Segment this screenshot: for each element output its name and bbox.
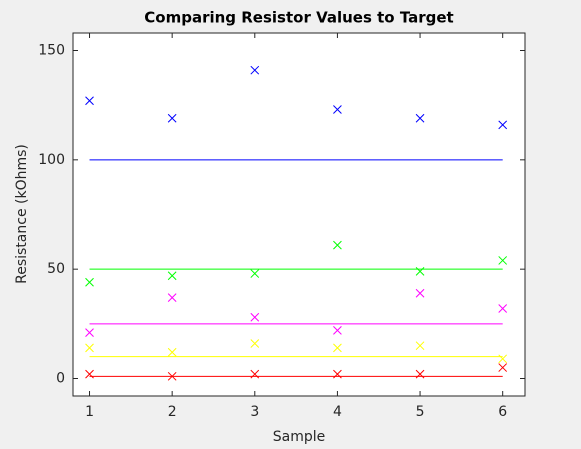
data-point bbox=[167, 113, 177, 123]
data-point bbox=[250, 65, 260, 75]
y-tick-label: 50 bbox=[47, 261, 65, 277]
x-tick-label: 2 bbox=[168, 404, 177, 420]
data-point bbox=[250, 269, 260, 278]
data-point bbox=[498, 354, 508, 364]
x-tick-label: 3 bbox=[250, 404, 259, 420]
data-point bbox=[415, 288, 425, 298]
data-point bbox=[85, 369, 94, 379]
x-tick-label: 5 bbox=[416, 404, 425, 420]
data-point bbox=[167, 293, 177, 302]
data-point bbox=[85, 96, 94, 106]
data-point bbox=[498, 120, 508, 130]
data-point bbox=[498, 304, 508, 313]
data-point bbox=[415, 341, 425, 351]
data-point bbox=[333, 326, 342, 335]
data-point bbox=[250, 339, 260, 348]
data-point bbox=[498, 256, 508, 265]
x-tick-label: 4 bbox=[333, 404, 342, 420]
x-tick-label: 6 bbox=[498, 404, 507, 420]
data-point bbox=[250, 312, 260, 322]
axes-box bbox=[72, 32, 526, 397]
data-point bbox=[333, 105, 342, 114]
data-point bbox=[333, 369, 342, 379]
data-point bbox=[415, 369, 425, 379]
data-point bbox=[167, 271, 177, 281]
y-tick-label: 100 bbox=[38, 152, 65, 168]
data-point bbox=[333, 343, 342, 353]
plot-area bbox=[73, 33, 525, 396]
data-point bbox=[415, 113, 425, 123]
data-point bbox=[85, 277, 94, 287]
y-axis-label: Resistance (kOhms) bbox=[14, 144, 30, 284]
data-point bbox=[167, 371, 177, 381]
y-tick-label: 0 bbox=[56, 371, 65, 387]
data-point bbox=[250, 369, 260, 379]
data-point bbox=[333, 240, 342, 250]
data-point bbox=[415, 267, 425, 276]
data-point bbox=[498, 363, 508, 372]
x-tick-label: 1 bbox=[85, 404, 94, 420]
data-point bbox=[85, 343, 94, 353]
data-point bbox=[85, 328, 94, 337]
y-tick-label: 150 bbox=[38, 42, 65, 58]
data-point bbox=[167, 347, 177, 357]
chart-title: Comparing Resistor Values to Target bbox=[144, 9, 453, 27]
x-axis-label: Sample bbox=[273, 429, 326, 445]
